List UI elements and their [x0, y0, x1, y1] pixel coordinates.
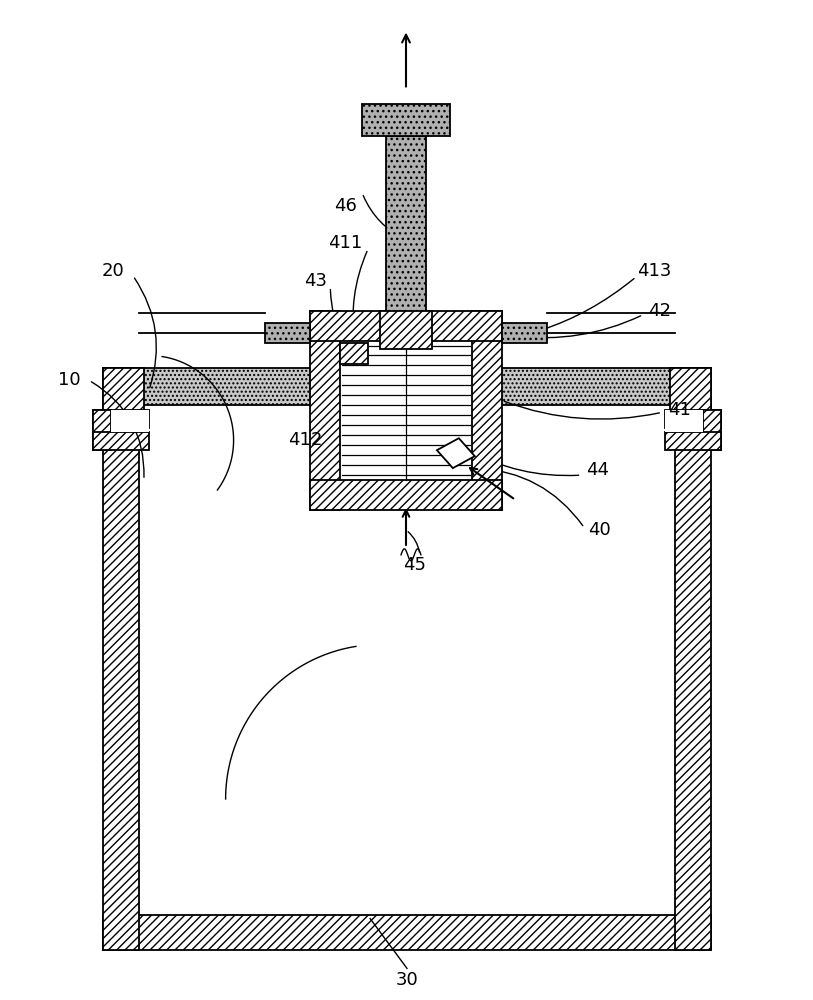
Text: 45: 45	[403, 556, 427, 574]
Bar	[665, 432, 721, 450]
Bar	[362, 104, 450, 136]
Text: 413: 413	[637, 262, 672, 280]
Polygon shape	[437, 438, 475, 468]
Bar	[103, 915, 711, 950]
Bar	[380, 311, 432, 349]
Bar	[386, 136, 426, 341]
Text: 20: 20	[102, 262, 124, 280]
Bar	[111, 410, 149, 432]
Bar	[311, 480, 502, 510]
Bar	[103, 368, 144, 415]
Text: 411: 411	[328, 234, 363, 252]
Bar	[675, 400, 711, 950]
Bar	[703, 410, 721, 450]
Text: 46: 46	[334, 197, 357, 215]
Bar	[103, 368, 711, 405]
Bar	[93, 410, 149, 428]
Bar	[311, 311, 502, 341]
Text: 42: 42	[648, 302, 671, 320]
Text: 30: 30	[396, 971, 419, 989]
Bar	[340, 341, 472, 480]
Bar	[665, 410, 721, 428]
Text: 40: 40	[588, 521, 611, 539]
Bar	[93, 410, 111, 450]
Bar	[93, 432, 149, 450]
Bar	[665, 410, 703, 432]
Bar	[670, 368, 711, 415]
Bar	[340, 343, 368, 364]
Bar	[472, 311, 502, 510]
Bar	[103, 400, 139, 950]
Text: 412: 412	[288, 431, 323, 449]
Bar	[266, 323, 311, 343]
Bar	[139, 400, 675, 915]
Text: 10: 10	[58, 371, 80, 389]
Bar	[311, 311, 340, 510]
Bar	[502, 323, 546, 343]
Text: 43: 43	[304, 272, 327, 290]
Text: 44: 44	[586, 461, 609, 479]
Text: 41: 41	[667, 401, 690, 419]
